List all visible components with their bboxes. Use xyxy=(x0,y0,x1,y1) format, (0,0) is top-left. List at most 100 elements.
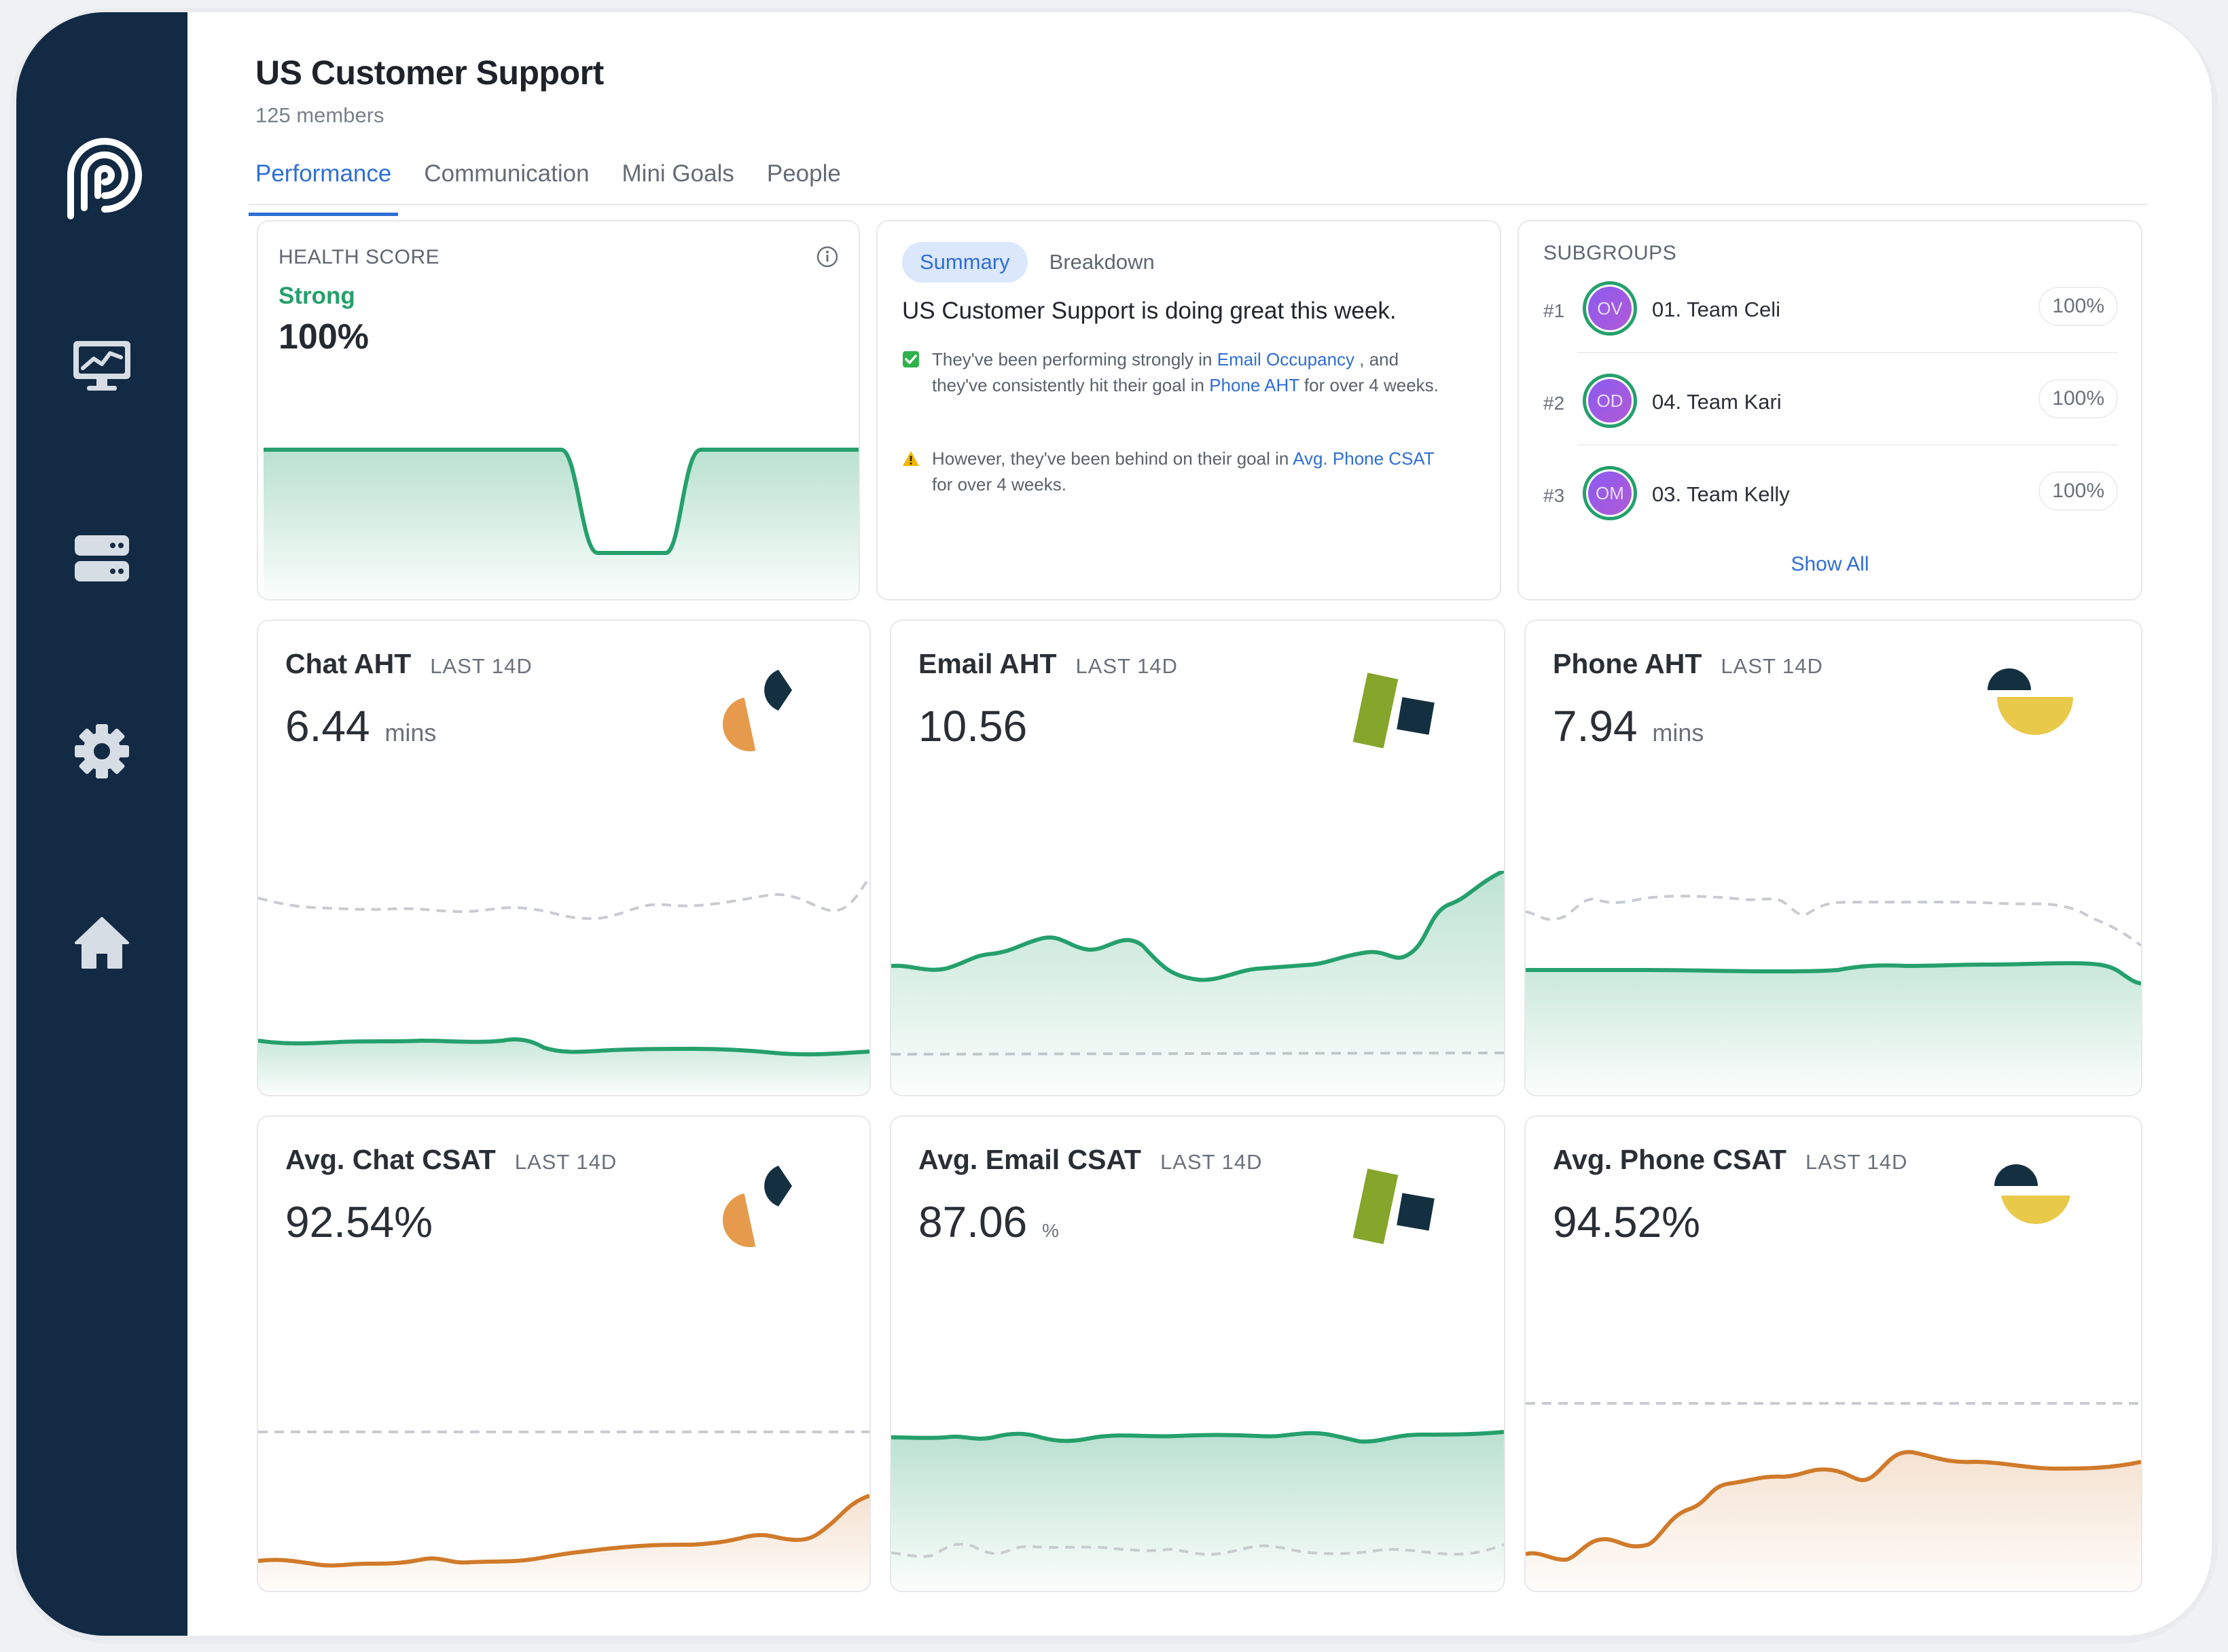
subgroup-score-badge: 100% xyxy=(2038,379,2118,418)
metric-period: LAST 14D xyxy=(1160,1150,1263,1174)
avatar: OV xyxy=(1583,281,1637,336)
summary-text: , and they've consistently hit their goa… xyxy=(932,349,1399,395)
metric-value: 10.56 xyxy=(918,701,1030,751)
health-score-chart xyxy=(264,448,859,599)
tab-bar: Performance Communication Mini Goals Peo… xyxy=(249,148,867,216)
tab-communication[interactable]: Communication xyxy=(424,160,590,187)
info-icon[interactable] xyxy=(815,245,840,269)
email-occupancy-link[interactable]: Email Occupancy xyxy=(1217,349,1355,370)
subgroup-rank: #3 xyxy=(1543,485,1565,506)
metric-value: 92.54% xyxy=(285,1197,435,1247)
phone-aht-chart xyxy=(1526,895,2141,1095)
phone-shapes-icon xyxy=(1994,1164,2070,1224)
sidebar xyxy=(16,12,187,1636)
chat-shapes-icon xyxy=(723,670,792,751)
metric-title: Email AHT LAST 14D xyxy=(918,648,1178,680)
subgroups-card: SUBGROUPS #1 OV 01. Team Celi 100% #2 OD… xyxy=(1517,220,2142,600)
home-icon[interactable] xyxy=(68,909,136,977)
chat-aht-chart xyxy=(258,876,869,1095)
subgroup-name: 03. Team Kelly xyxy=(1652,482,1790,506)
metric-value-number: 10.56 xyxy=(918,702,1028,751)
subgroup-name: 04. Team Kari xyxy=(1652,390,1782,414)
subgroup-name: 01. Team Celi xyxy=(1652,298,1780,321)
avg-email-csat-chart xyxy=(891,1430,1504,1591)
metric-value: 6.44 mins xyxy=(285,701,436,751)
subgroup-row[interactable]: #3 OM 03. Team Kelly 100% xyxy=(1543,456,2118,538)
avg-chat-csat-chart xyxy=(258,1431,869,1591)
summary-warning-item: However, they've been behind on their go… xyxy=(902,446,1445,500)
avg-phone-csat-card[interactable]: Avg. Phone CSAT LAST 14D 94.52% xyxy=(1524,1115,2142,1592)
row-divider xyxy=(1577,352,2118,353)
tab-performance[interactable]: Performance xyxy=(249,148,399,216)
tab-mini-goals[interactable]: Mini Goals xyxy=(622,160,734,187)
phone-aht-link[interactable]: Phone AHT xyxy=(1209,375,1299,395)
metric-title: Phone AHT LAST 14D xyxy=(1553,648,1823,680)
metric-period: LAST 14D xyxy=(1075,654,1178,678)
tab-divider xyxy=(249,204,2148,205)
summary-text: They've been performing strongly in xyxy=(932,349,1217,370)
metric-title: Avg. Chat CSAT LAST 14D xyxy=(285,1144,617,1176)
summary-text: However, they've been behind on their go… xyxy=(932,448,1293,469)
email-aht-card[interactable]: Email AHT LAST 14D 10.56 xyxy=(890,620,1505,1096)
summary-card: Summary Breakdown US Customer Support is… xyxy=(876,220,1501,600)
subgroup-rank: #1 xyxy=(1543,300,1565,321)
avg-email-csat-card[interactable]: Avg. Email CSAT LAST 14D 87.06 % xyxy=(890,1115,1505,1592)
metric-value: 7.94 mins xyxy=(1553,701,1704,751)
metric-unit: % xyxy=(1041,1220,1059,1241)
avg-chat-csat-card[interactable]: Avg. Chat CSAT LAST 14D 92.54% xyxy=(257,1115,871,1592)
subgroup-score-badge: 100% xyxy=(2038,471,2118,511)
metric-period: LAST 14D xyxy=(430,654,533,678)
metric-value-number: 87.06 xyxy=(918,1198,1028,1246)
servers-icon[interactable] xyxy=(68,524,136,592)
tab-people[interactable]: People xyxy=(766,160,841,187)
metric-title: Avg. Email CSAT LAST 14D xyxy=(918,1144,1263,1176)
show-all-link[interactable]: Show All xyxy=(1791,553,1869,575)
gear-icon[interactable] xyxy=(68,717,136,785)
metric-title-text: Phone AHT xyxy=(1553,648,1702,679)
subgroup-score-badge: 100% xyxy=(2038,287,2118,326)
metric-value-number: 6.44 xyxy=(285,702,370,751)
avg-phone-csat-chart xyxy=(1526,1402,2141,1591)
metric-period: LAST 14D xyxy=(1721,654,1823,678)
summary-text: for over 4 weeks. xyxy=(1299,375,1439,395)
check-icon xyxy=(903,351,919,367)
health-status: Strong xyxy=(278,283,355,309)
phone-aht-card[interactable]: Phone AHT LAST 14D 7.94 mins xyxy=(1524,620,2142,1096)
metric-value-number: 94.52% xyxy=(1553,1198,1701,1246)
warning-icon xyxy=(903,451,919,466)
metric-title: Avg. Phone CSAT LAST 14D xyxy=(1553,1144,1907,1176)
chat-aht-card[interactable]: Chat AHT LAST 14D 6.44 mins xyxy=(257,620,871,1096)
email-aht-chart xyxy=(891,871,1504,1095)
metric-unit: mins xyxy=(1652,719,1704,747)
avatar-initials: OV xyxy=(1588,287,1632,330)
metric-period: LAST 14D xyxy=(1805,1150,1908,1174)
logo-icon[interactable] xyxy=(61,128,149,223)
metric-title-text: Email AHT xyxy=(918,648,1057,679)
phone-shapes-icon xyxy=(1988,668,2073,735)
metric-unit: mins xyxy=(384,719,437,747)
metric-title-text: Avg. Chat CSAT xyxy=(285,1144,496,1175)
avg-phone-csat-link[interactable]: Avg. Phone CSAT xyxy=(1293,448,1435,469)
metric-value-number: 92.54% xyxy=(285,1198,433,1246)
summary-headline: US Customer Support is doing great this … xyxy=(902,298,1397,324)
subgroup-rank: #2 xyxy=(1543,393,1565,414)
health-value: 100% xyxy=(278,317,369,357)
summary-pill[interactable]: Summary xyxy=(902,242,1028,283)
app-screen: US Customer Support 125 members Performa… xyxy=(16,12,2212,1636)
avatar-initials: OD xyxy=(1588,379,1632,423)
metric-value-number: 7.94 xyxy=(1553,702,1638,751)
subgroup-row[interactable]: #2 OD 04. Team Kari 100% xyxy=(1543,364,2118,446)
metric-title-text: Chat AHT xyxy=(285,648,412,679)
subgroup-row[interactable]: #1 OV 01. Team Celi 100% xyxy=(1543,272,2118,353)
summary-text: for over 4 weeks. xyxy=(932,474,1066,495)
health-score-card: HEALTH SCORE Strong 100% xyxy=(257,220,860,600)
chat-shapes-icon xyxy=(723,1166,792,1247)
metric-value: 94.52% xyxy=(1553,1197,1703,1247)
breakdown-pill[interactable]: Breakdown xyxy=(1049,250,1155,274)
row-divider xyxy=(1577,444,2118,446)
member-count: 125 members xyxy=(255,103,384,127)
avatar: OD xyxy=(1583,374,1637,428)
monitor-chart-icon[interactable] xyxy=(68,331,136,399)
metric-period: LAST 14D xyxy=(514,1150,617,1174)
metric-title-text: Avg. Email CSAT xyxy=(918,1144,1142,1175)
